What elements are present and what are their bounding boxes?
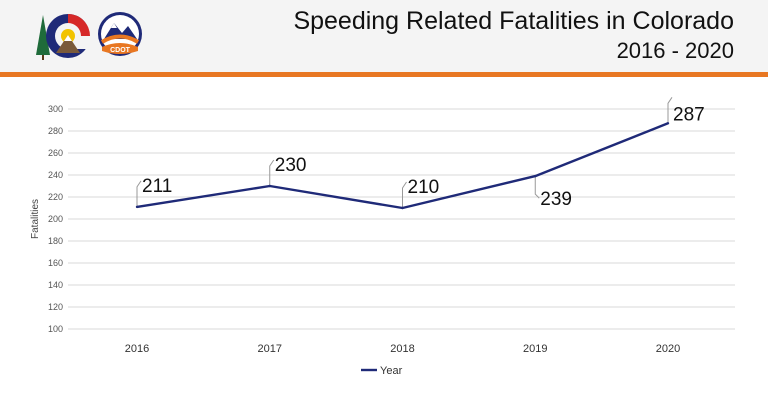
logo-group: CDOT [36,12,142,60]
y-tick-label: 200 [48,214,63,224]
data-label-leaders [136,97,673,208]
y-tick-label: 120 [48,302,63,312]
y-tick-label: 220 [48,192,63,202]
y-tick-label: 180 [48,236,63,246]
y-tick-label: 140 [48,280,63,290]
cdot-logo-text: CDOT [110,47,131,54]
y-tick-label: 160 [48,258,63,268]
data-label: 287 [673,104,705,125]
chart-title: Speeding Related Fatalities in Colorado [293,7,734,35]
y-tick-label: 300 [48,104,63,114]
data-point [135,205,139,209]
x-tick-label: 2016 [125,343,149,355]
data-label: 230 [275,155,307,176]
data-point [268,184,271,188]
y-tick-label: 260 [48,148,63,158]
gridlines [68,108,735,330]
leader-line [667,97,673,124]
cdot-logo: CDOT [98,12,142,56]
x-tick-label: 2020 [656,343,680,355]
data-label: 239 [540,189,572,210]
legend: Year [361,365,403,377]
y-axis-ticks: 100 120 140 160 180 200 220 240 260 280 300 [48,104,63,334]
data-point [666,122,670,125]
x-tick-label: 2017 [258,343,282,355]
leader-line [402,181,407,208]
data-label: 210 [408,177,440,198]
line-chart: 100 120 140 160 180 200 220 240 260 280 300 Fatali… [30,97,735,377]
chart-subtitle: 2016 - 2020 [616,38,734,63]
y-tick-label: 240 [48,170,63,180]
y-axis-label: Fatalities [30,199,41,239]
y-tick-label: 280 [48,126,63,136]
data-point [534,174,537,178]
leader-line [269,159,275,186]
y-tick-label: 100 [48,324,63,334]
x-tick-label: 2018 [390,343,414,355]
leader-line [534,176,540,199]
x-axis-ticks: 2016 2017 2018 2019 2020 [125,343,680,355]
title-block: Speeding Related Fatalities in Colorado … [293,6,734,65]
colorado-c-logo-icon [36,14,94,60]
data-label: 211 [142,176,172,197]
page-header: CDOT Speeding Related Fatalities in Colo… [0,0,768,77]
data-point [401,206,404,210]
legend-label: Year [380,365,403,377]
leader-line [136,180,142,207]
data-labels: 211 230 210 239 287 [135,104,705,210]
x-tick-label: 2019 [523,343,547,355]
